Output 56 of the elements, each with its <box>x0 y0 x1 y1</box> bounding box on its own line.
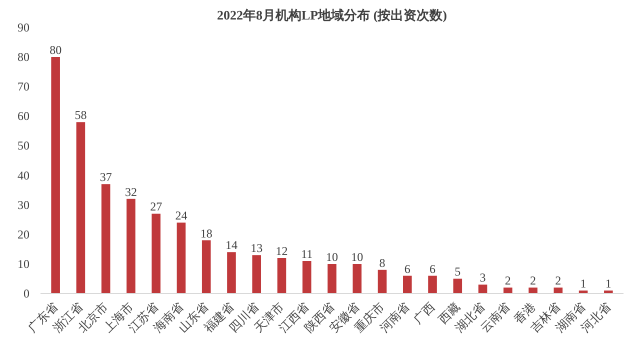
data-label: 6 <box>404 262 410 276</box>
data-label: 12 <box>276 244 288 258</box>
bar <box>402 276 412 294</box>
bar <box>152 214 160 294</box>
y-tick-label: 30 <box>18 198 30 212</box>
data-label: 58 <box>74 108 87 122</box>
data-label: 6 <box>430 262 436 276</box>
bar <box>328 264 336 294</box>
y-tick-label: 70 <box>18 80 30 94</box>
y-tick-label: 90 <box>18 20 30 34</box>
y-tick-label: 20 <box>18 227 30 242</box>
data-label: 80 <box>50 43 62 58</box>
y-tick-label: 10 <box>18 256 30 271</box>
bar <box>428 276 437 294</box>
bar <box>554 288 563 294</box>
data-label: 2 <box>530 274 536 288</box>
bar <box>478 284 488 294</box>
bar <box>227 252 236 294</box>
bar <box>302 260 312 294</box>
y-tick-label: 50 <box>18 138 30 153</box>
data-label: 37 <box>100 170 112 184</box>
data-label: 3 <box>480 270 486 285</box>
data-label: 18 <box>200 226 212 240</box>
y-tick-label: 60 <box>18 109 30 124</box>
data-label: 24 <box>175 208 188 223</box>
bar <box>378 270 387 294</box>
bar <box>76 122 86 294</box>
y-tick-label: 40 <box>18 168 30 182</box>
data-label: 2 <box>555 274 562 288</box>
data-label: 8 <box>379 256 386 270</box>
data-label: 27 <box>150 200 162 214</box>
data-label: 11 <box>301 246 313 261</box>
data-label: 5 <box>454 264 461 279</box>
x-tick-label: 广西 <box>410 300 438 326</box>
data-label: 10 <box>326 250 338 264</box>
bar <box>202 240 211 294</box>
bar <box>453 278 462 294</box>
y-tick-label: 80 <box>18 50 30 64</box>
bar <box>176 222 186 294</box>
bar <box>504 288 512 294</box>
bar <box>252 255 262 294</box>
bar <box>51 57 60 294</box>
data-label: 32 <box>124 184 137 199</box>
bar <box>528 288 538 294</box>
chart-title: 2022年8月机构LP地域分布 (按出资次数) <box>216 8 448 22</box>
data-label: 13 <box>250 241 263 256</box>
data-label: 14 <box>225 238 238 252</box>
data-label: 10 <box>351 250 364 264</box>
bar <box>277 258 286 294</box>
bar <box>352 264 362 294</box>
bar <box>126 198 136 294</box>
data-label: 2 <box>504 274 511 288</box>
bar <box>101 184 110 294</box>
data-label: 1 <box>605 276 612 291</box>
data-label: 1 <box>580 276 586 291</box>
y-tick-label: 0 <box>24 286 30 300</box>
